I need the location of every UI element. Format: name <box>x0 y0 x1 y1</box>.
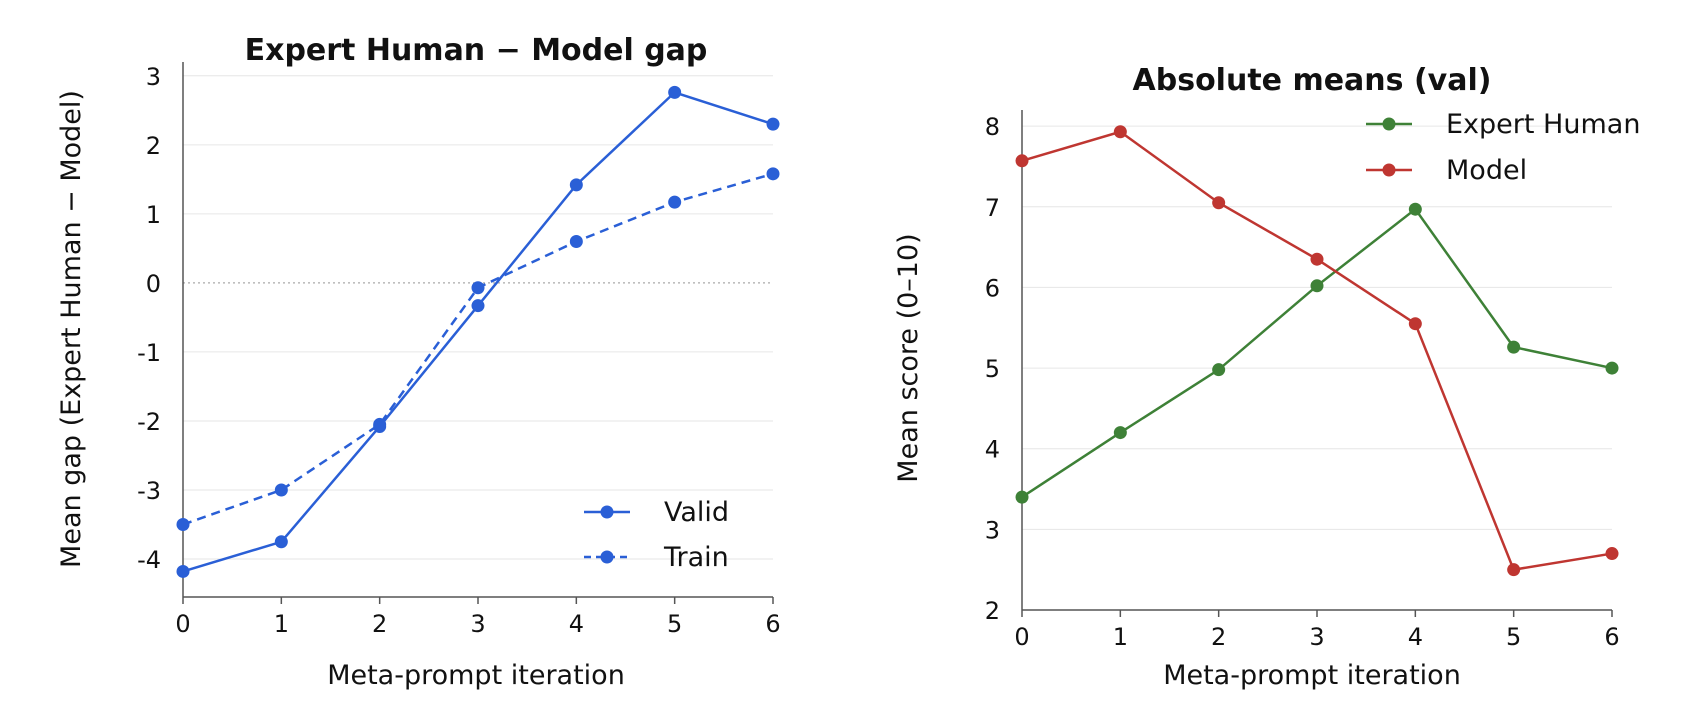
means-chart-gridlines <box>1022 125 1612 611</box>
data-point <box>176 518 190 532</box>
legend-item-valid: Valid <box>584 497 729 528</box>
x-tick-label: 5 <box>667 610 682 638</box>
legend-label-valid: Valid <box>664 497 729 528</box>
data-point <box>668 85 682 99</box>
x-tick-label: 5 <box>1506 623 1521 651</box>
gap-chart-x-axis-label: Meta-prompt iteration <box>327 660 625 691</box>
y-tick-label: 1 <box>146 201 161 229</box>
gap-chart-title: Expert Human − Model gap <box>245 33 708 68</box>
means-chart-title: Absolute means (val) <box>1133 63 1492 98</box>
legend-item-model: Model <box>1366 155 1527 186</box>
x-tick-label: 3 <box>470 610 485 638</box>
y-tick-label: 4 <box>985 436 1000 464</box>
y-tick-label: 8 <box>985 113 1000 141</box>
legend-item-train: Train <box>584 542 729 573</box>
y-tick-label: 2 <box>985 597 1000 625</box>
legend-label-expert-human: Expert Human <box>1446 109 1640 140</box>
data-point <box>1408 202 1422 216</box>
gap-chart-gridlines <box>183 75 773 560</box>
means-chart-x-ticks: 0 1 2 3 4 5 6 <box>1014 610 1620 651</box>
means-chart-series <box>1015 125 1619 577</box>
data-point <box>176 564 190 578</box>
data-point <box>766 117 780 131</box>
data-point <box>569 234 583 248</box>
series-line-expert-human <box>1021 207 1613 499</box>
data-point <box>1113 426 1127 440</box>
y-tick-label: 0 <box>146 270 161 298</box>
x-tick-label: 2 <box>1211 623 1226 651</box>
y-tick-label: 7 <box>985 194 1000 222</box>
legend-label-train: Train <box>663 542 729 573</box>
data-point <box>668 195 682 209</box>
y-tick-label: -2 <box>137 408 161 436</box>
data-point <box>1507 340 1521 354</box>
gap-chart: Expert Human − Model gap 3 2 1 0 -1 -2 -3 -4 0 1… <box>56 33 781 691</box>
means-chart-y-ticks: 8 7 6 5 4 3 2 <box>985 113 1000 625</box>
x-tick-label: 0 <box>1014 623 1029 651</box>
y-tick-label: 5 <box>985 355 1000 383</box>
x-tick-label: 2 <box>372 610 387 638</box>
means-chart: Absolute means (val) 8 7 6 5 4 3 2 0 1 2 3 4 5 6 Met… <box>893 63 1640 691</box>
data-point <box>1015 490 1029 504</box>
data-point <box>274 483 288 497</box>
means-chart-x-axis-label: Meta-prompt iteration <box>1163 660 1461 691</box>
x-tick-label: 4 <box>569 610 584 638</box>
data-point <box>373 417 387 431</box>
gap-chart-series <box>176 85 780 578</box>
y-tick-label: 2 <box>146 132 161 160</box>
data-point <box>1212 363 1226 377</box>
series-line-model <box>1021 130 1613 572</box>
data-point <box>1015 154 1029 168</box>
y-tick-label: -1 <box>137 339 161 367</box>
y-tick-label: 3 <box>985 516 1000 544</box>
gap-chart-legend: Valid Train <box>584 497 729 573</box>
data-point <box>471 299 485 313</box>
means-chart-y-axis-label: Mean score (0–10) <box>893 233 924 482</box>
gap-chart-x-ticks: 0 1 2 3 4 5 6 <box>175 597 781 638</box>
series-line-train <box>182 172 774 526</box>
data-point <box>1507 563 1521 577</box>
data-point <box>1212 196 1226 210</box>
y-tick-label: 6 <box>985 274 1000 302</box>
y-tick-label: -4 <box>137 546 161 574</box>
data-point <box>569 178 583 192</box>
data-point <box>471 281 485 295</box>
data-point <box>766 167 780 181</box>
y-tick-label: -3 <box>137 477 161 505</box>
legend-item-expert-human: Expert Human <box>1366 109 1640 140</box>
data-point <box>1605 547 1619 561</box>
data-point <box>1310 252 1324 266</box>
x-tick-label: 0 <box>175 610 190 638</box>
gap-chart-y-axis-label: Mean gap (Expert Human − Model) <box>56 90 87 568</box>
data-point <box>1605 361 1619 375</box>
data-point <box>1113 125 1127 139</box>
x-tick-label: 6 <box>765 610 780 638</box>
y-tick-label: 3 <box>146 63 161 91</box>
x-tick-label: 1 <box>1113 623 1128 651</box>
x-tick-label: 3 <box>1309 623 1324 651</box>
data-point <box>1310 279 1324 293</box>
x-tick-label: 1 <box>274 610 289 638</box>
x-tick-label: 6 <box>1604 623 1619 651</box>
data-point <box>274 535 288 549</box>
means-chart-legend: Expert Human Model <box>1366 109 1640 186</box>
x-tick-label: 4 <box>1408 623 1423 651</box>
legend-label-model: Model <box>1446 155 1527 186</box>
gap-chart-y-ticks: 3 2 1 0 -1 -2 -3 -4 <box>137 63 161 574</box>
data-point <box>1408 317 1422 331</box>
